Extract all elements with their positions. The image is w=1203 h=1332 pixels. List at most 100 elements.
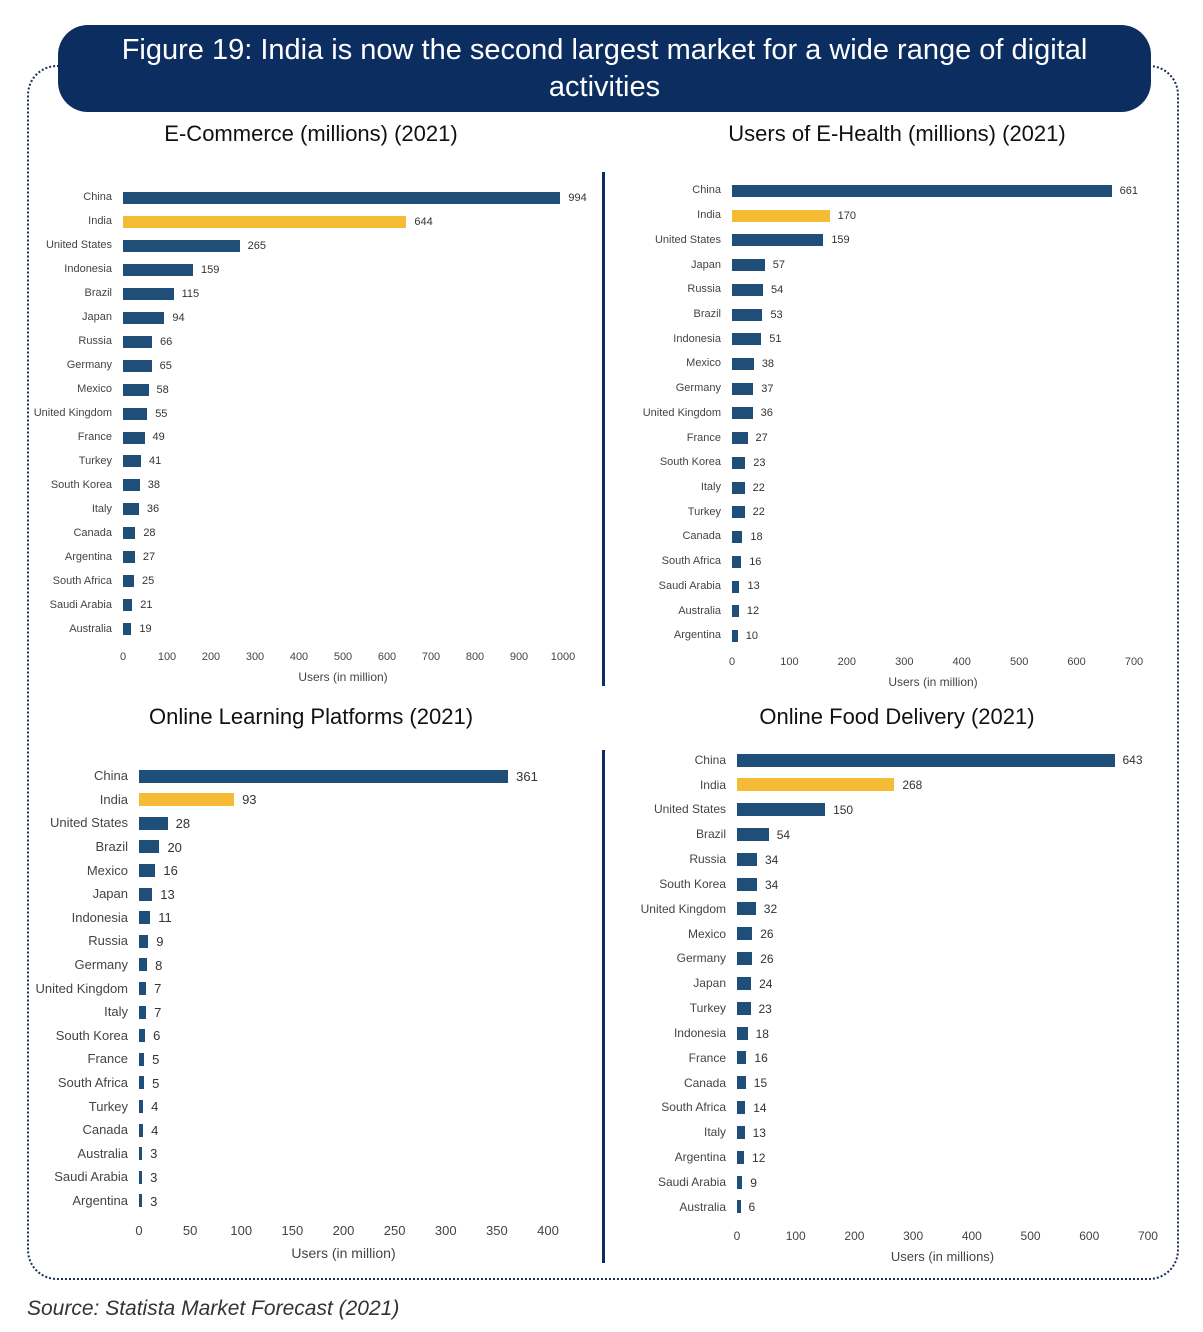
x-tick-label: 1000 (550, 651, 576, 663)
data-label: 22 (752, 481, 765, 494)
bar-australia (139, 1147, 143, 1161)
bar-canada (123, 527, 136, 540)
category-label: Brazil (693, 308, 721, 320)
category-label: Brazil (84, 287, 112, 300)
data-label: 58 (156, 383, 169, 396)
category-label: Brazil (695, 827, 726, 842)
data-label: 41 (149, 455, 162, 468)
data-label: 27 (142, 551, 156, 564)
bar-australia (732, 605, 739, 618)
category-label: Turkey (88, 1098, 128, 1114)
data-label: 8 (155, 957, 163, 973)
category-label: South Korea (659, 876, 726, 891)
category-label: Australia (679, 1199, 726, 1214)
data-label: 15 (753, 1076, 768, 1091)
x-tick-label: 200 (201, 651, 221, 663)
bar-indonesia (139, 911, 151, 925)
x-tick-label: 700 (1124, 656, 1144, 668)
data-label: 265 (247, 239, 266, 252)
bar-united-kingdom (139, 981, 147, 995)
bar-france (737, 1051, 747, 1065)
data-label: 94 (172, 311, 185, 324)
bar-argentina (732, 629, 738, 642)
category-label: Mexico (687, 926, 726, 941)
data-label: 28 (175, 816, 191, 832)
category-label: Australia (77, 1145, 128, 1161)
category-label: Italy (703, 1125, 726, 1140)
x-tick-label: 600 (377, 651, 397, 663)
data-label: 34 (764, 877, 779, 892)
bar-united-states (139, 816, 168, 830)
data-label: 36 (760, 407, 773, 420)
category-label: Brazil (95, 839, 128, 854)
x-tick-label: 500 (1009, 656, 1029, 668)
bar-mexico (737, 927, 753, 941)
data-label: 66 (160, 335, 173, 348)
data-label: 644 (414, 215, 433, 228)
bar-canada (737, 1076, 746, 1090)
chart-title-ehealth: Users of E-Health (millions) (2021) (728, 121, 1066, 146)
x-tick-label: 100 (157, 651, 177, 663)
bar-russia (139, 934, 149, 948)
category-label: Mexico (77, 383, 112, 395)
category-label: Turkey (687, 505, 721, 518)
data-label: 13 (160, 886, 175, 902)
data-label: 643 (1122, 753, 1143, 768)
category-label: South Korea (50, 478, 112, 491)
data-label: 18 (755, 1026, 769, 1041)
category-label: Mexico (686, 357, 721, 370)
x-axis-label: Users (in millions) (890, 1249, 995, 1264)
data-label: 361 (516, 768, 538, 784)
bar-china (123, 192, 561, 204)
category-label: France (77, 430, 112, 443)
data-label: 54 (771, 283, 784, 296)
bar-france (139, 1052, 145, 1066)
category-label: United Kingdom (33, 406, 112, 419)
category-label: Italy (104, 1004, 128, 1020)
x-tick-label: 600 (1079, 1229, 1100, 1243)
data-label: 5 (152, 1075, 160, 1091)
data-label: 18 (750, 531, 763, 544)
data-label: 51 (769, 333, 782, 346)
data-label: 32 (763, 902, 778, 917)
x-tick-label: 100 (230, 1223, 253, 1238)
bar-south-africa (123, 575, 134, 588)
category-label: Argentina (673, 629, 721, 642)
bar-south-africa (139, 1076, 145, 1090)
data-label: 26 (760, 927, 774, 942)
category-label: Germany (74, 957, 128, 972)
x-tick-label: 400 (961, 1229, 982, 1243)
data-label: 28 (143, 527, 156, 540)
category-label: France (688, 1050, 726, 1065)
bar-united-states (732, 234, 824, 247)
category-label: Canada (683, 1075, 726, 1090)
data-label: 150 (833, 803, 854, 818)
x-tick-label: 100 (785, 1229, 806, 1243)
data-label: 3 (150, 1146, 158, 1162)
category-label: Saudi Arabia (658, 579, 721, 592)
bar-indonesia (737, 1026, 748, 1040)
data-label: 10 (745, 629, 758, 642)
data-label: 49 (152, 431, 165, 444)
data-label: 661 (1119, 184, 1138, 197)
category-label: United States (653, 802, 726, 817)
data-label: 16 (163, 863, 178, 879)
x-tick-label: 400 (289, 651, 309, 663)
bar-russia (123, 335, 153, 348)
bar-united-kingdom (737, 902, 756, 916)
category-label: United Kingdom (35, 980, 129, 996)
x-tick-label: 300 (903, 1229, 924, 1243)
x-tick-label: 100 (780, 656, 799, 668)
category-label: Turkey (689, 1001, 726, 1016)
category-label: Indonesia (673, 332, 721, 345)
data-label: 36 (146, 503, 160, 516)
bar-italy (123, 503, 139, 516)
x-tick-label: 600 (1067, 656, 1086, 668)
data-label: 20 (167, 839, 182, 855)
bar-indonesia (123, 263, 193, 276)
category-label: Germany (66, 359, 112, 372)
category-label: China (94, 768, 128, 784)
x-tick-label: 0 (733, 1229, 741, 1243)
bar-italy (737, 1125, 745, 1139)
chart-title-online-learning: Online Learning Platforms (2021) (148, 704, 474, 729)
